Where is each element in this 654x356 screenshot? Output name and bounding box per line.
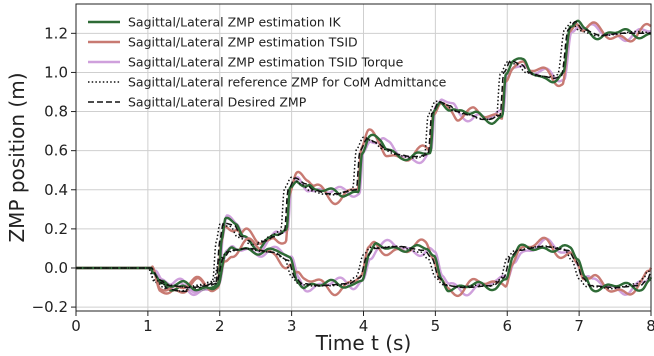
lateral-series-line-1: [75, 242, 653, 293]
legend-label: Sagittal/Lateral reference ZMP for CoM A…: [128, 75, 447, 90]
y-axis-label: ZMP position (m): [5, 72, 29, 242]
tick-layer: 0 1 2 3 4 5 6 7 8 −0.2 0.0 0.2 0.4 0.6 0.8 1.0 1.2: [32, 24, 654, 335]
x-tick-label: 5: [431, 317, 441, 335]
x-tick-label: 8: [646, 317, 654, 335]
x-tick-label: 0: [71, 317, 81, 335]
x-tick-label: 6: [502, 317, 512, 335]
x-axis-label: Time t (s): [315, 331, 412, 355]
lateral-series-line-5: [76, 245, 652, 289]
legend-label: Sagittal/Lateral ZMP estimation TSID: [128, 35, 358, 50]
y-tick-label: 0.4: [44, 181, 68, 199]
sagittal-series-line-4: [76, 21, 652, 292]
y-tick-label: 0.6: [44, 142, 68, 160]
legend-label: Sagittal/Lateral ZMP estimation IK: [128, 15, 341, 30]
y-tick-label: 0.2: [44, 220, 68, 238]
x-tick-label: 4: [359, 317, 369, 335]
x-tick-label: 2: [215, 317, 225, 335]
x-tick-label: 7: [574, 317, 584, 335]
y-tick-label: 1.2: [44, 24, 68, 42]
x-tick-label: 3: [287, 317, 297, 335]
y-tick-label: 0.0: [44, 259, 68, 277]
y-tick-label: 1.0: [44, 63, 68, 81]
sagittal-series-line-5: [76, 20, 651, 293]
y-tick-label: 0.8: [44, 103, 68, 121]
sagittal-series-line-1: [75, 19, 652, 294]
series-layer: [75, 19, 653, 298]
y-tick-label: −0.2: [32, 298, 68, 316]
legend-label: Sagittal/Lateral ZMP estimation TSID Tor…: [128, 55, 404, 70]
x-tick-label: 1: [143, 317, 153, 335]
legend: Sagittal/Lateral ZMP estimation IK Sagitt…: [88, 15, 447, 110]
legend-label: Sagittal/Lateral Desired ZMP: [128, 95, 307, 110]
